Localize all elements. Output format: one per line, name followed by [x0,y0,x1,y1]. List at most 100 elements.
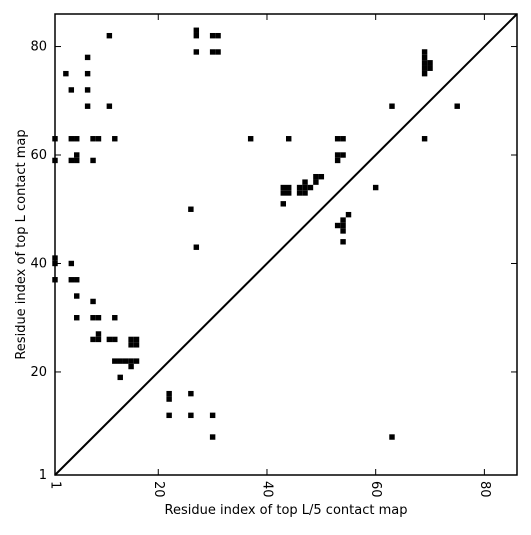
contact-point-upper [334,136,341,142]
x-tick-label: 1 [48,481,63,489]
contact-point-lower [117,358,123,364]
contact-point-upper [302,184,308,191]
contact-point-upper [421,136,428,142]
contact-point-upper [280,190,286,196]
contact-point-lower [122,358,129,364]
contact-point-lower [128,342,134,348]
contact-point-lower [166,390,172,397]
contact-point-upper [280,184,286,191]
contact-point-lower [133,358,140,364]
contact-point-upper [372,184,379,191]
contact-point-upper [421,54,428,61]
contact-point-upper [90,157,96,164]
contact-point-upper [318,173,325,180]
contact-point-lower [112,358,118,364]
contact-point-upper [84,87,91,93]
contact-point-upper [421,49,428,55]
contact-point-upper [215,49,221,55]
contact-point-upper [345,211,352,218]
contact-point-lower [112,315,118,321]
contact-point-lower [209,434,216,440]
contact-point-upper [454,103,460,109]
contact-point-lower [95,315,102,321]
contact-point-upper [193,244,200,250]
contact-point-upper [334,157,341,164]
contact-point-upper [340,239,346,245]
contact-point-lower [166,412,172,419]
x-axis-label: Residue index of top L/5 contact map [165,503,408,518]
contact-point-upper [247,136,254,142]
contact-point-lower [106,336,113,343]
contact-point-upper [340,152,346,158]
contact-point-upper [302,179,308,185]
contact-point-upper [188,206,194,212]
contact-point-upper [389,103,395,109]
contact-point-lower [188,390,194,397]
contact-point-upper [313,179,319,185]
contact-point-upper [302,190,308,196]
contact-point-lower [117,374,123,381]
contact-point-upper [334,222,341,229]
contact-point-lower [133,336,140,343]
diagonal-line [54,13,518,476]
contact-point-lower [112,336,118,343]
contact-point-lower [74,315,80,321]
contact-point-lower [90,298,96,305]
contact-point-lower [128,358,134,364]
contact-point-upper [68,157,75,164]
x-tick-label: 40 [259,481,274,498]
contact-point-upper [209,32,216,39]
contact-point-upper [280,201,286,207]
contact-point-lower [166,396,172,402]
contact-point-lower [389,434,395,440]
y-tick-label: 40 [30,256,47,271]
contact-point-lower [133,342,140,348]
contact-point-upper [74,152,80,158]
contact-point-upper [286,190,292,196]
contact-point-lower [68,277,75,283]
contact-point-upper [112,136,118,142]
contact-point-upper [296,190,303,196]
contact-point-lower [95,336,102,343]
contact-point-upper [68,136,75,142]
y-tick-label: 1 [39,468,47,483]
contact-point-upper [209,49,216,55]
contact-point-lower [128,363,134,370]
contact-point-lower [90,315,96,321]
contact-points [52,27,460,440]
contact-point-lower [74,277,80,283]
contact-point-lower [68,260,75,267]
contact-point-upper [334,152,341,158]
y-tick-label: 60 [30,148,47,163]
contact-point-upper [421,70,428,77]
contact-point-lower [128,336,134,343]
y-tick-label: 20 [30,365,47,380]
y-tick-label: 80 [30,40,47,55]
contact-point-upper [307,184,314,191]
contact-point-upper [427,65,433,71]
contact-point-lower [209,412,216,419]
contact-point-upper [340,222,346,229]
x-tick-label: 80 [477,481,492,498]
contact-point-upper [95,136,102,142]
x-tick-label: 20 [151,481,166,498]
contact-point-lower [95,331,102,337]
y-axis-label: Residue index of top L contact map [14,129,29,359]
contact-point-upper [106,103,113,109]
contact-point-upper [106,32,113,39]
contact-point-lower [188,412,194,419]
contact-point-upper [63,70,69,77]
contact-point-upper [193,49,200,55]
x-tick-label: 60 [368,481,383,498]
contact-point-upper [193,27,200,33]
contact-point-upper [84,54,91,61]
contact-point-upper [84,103,91,109]
contact-point-lower [90,336,96,343]
contact-point-upper [340,217,346,223]
contact-point-upper [215,32,221,39]
contact-point-upper [84,70,91,77]
contact-point-upper [74,157,80,164]
axis-ticks: 1 20 40 60 80 1 20 40 60 80 [30,14,517,498]
